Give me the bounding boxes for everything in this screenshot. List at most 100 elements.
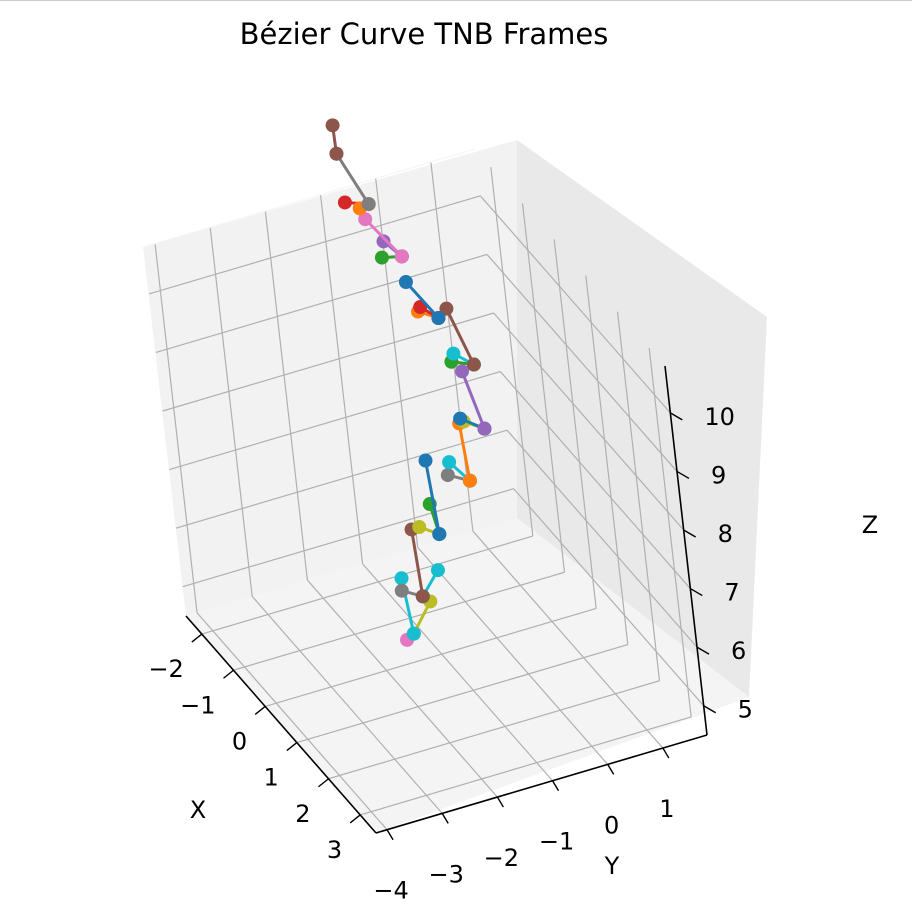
segment-end-point xyxy=(374,250,389,265)
frame-segment xyxy=(398,275,446,325)
y-tick-label: 0 xyxy=(604,811,619,839)
x-tick-label: 3 xyxy=(327,836,342,864)
data-marks xyxy=(325,118,492,647)
x-gridline-back xyxy=(521,203,566,573)
y-tick-label: −1 xyxy=(539,828,574,856)
segment-end-point xyxy=(412,519,427,534)
segment-line xyxy=(424,460,441,535)
y-gridline-side xyxy=(319,194,364,564)
segment-start-point xyxy=(477,421,492,436)
x-gridline-back xyxy=(585,275,629,645)
z-tick xyxy=(683,529,697,538)
figure-top-border xyxy=(0,0,912,1)
segment-start-point xyxy=(415,589,430,604)
y-gridline-floor xyxy=(472,530,664,749)
x-gridline-back xyxy=(648,347,692,717)
y-gridline-floor xyxy=(306,579,498,798)
z-tick xyxy=(676,470,690,480)
segment-start-point xyxy=(466,357,481,372)
y-tick xyxy=(607,764,615,775)
z-axis-label: Z xyxy=(862,511,878,539)
x-tick-label: −2 xyxy=(148,655,183,683)
segment-end-point xyxy=(398,275,413,290)
segment-line xyxy=(404,280,440,319)
y-tick xyxy=(386,829,394,841)
y-axis-label: Y xyxy=(604,852,620,880)
x-tick xyxy=(191,633,203,643)
z-tick xyxy=(689,587,703,597)
z-gridline-back xyxy=(486,254,678,472)
x-gridline-floor xyxy=(201,535,534,635)
axes-grid xyxy=(149,161,705,831)
y-gridline-floor xyxy=(417,547,609,765)
segment-end-point xyxy=(446,346,461,361)
z-tick-label: 10 xyxy=(704,403,735,431)
frame-segment xyxy=(358,212,409,264)
z-tick xyxy=(703,705,717,714)
segment-end-point xyxy=(430,563,445,578)
frame-segment xyxy=(325,118,344,161)
segment-line xyxy=(445,308,476,366)
x-gridline-floor xyxy=(233,571,565,671)
segment-end-point xyxy=(453,411,468,426)
x-gridline-back xyxy=(490,167,534,537)
pane-edge xyxy=(143,148,476,248)
y-tick-label: 1 xyxy=(659,795,674,823)
z-gridline-back xyxy=(506,429,698,648)
x-tick-label: 2 xyxy=(295,800,310,828)
segment-start-point xyxy=(432,527,447,542)
segment-end-point xyxy=(325,118,340,133)
z-gridline-back xyxy=(513,488,705,707)
segment-end-point xyxy=(455,364,470,379)
z-tick xyxy=(669,412,683,421)
segment-start-point xyxy=(361,197,376,212)
segment-line xyxy=(457,423,472,481)
x-tick-label: −1 xyxy=(180,691,215,719)
y-gridline-side xyxy=(264,210,308,581)
y-tick-label: −3 xyxy=(429,860,464,888)
x-gridline-floor xyxy=(264,607,597,707)
segment-line xyxy=(364,218,403,258)
x-axis-label: X xyxy=(190,796,206,824)
y-axis-line xyxy=(375,734,708,834)
segment-end-point xyxy=(394,571,409,586)
segment-end-point xyxy=(439,301,454,316)
x-tick xyxy=(254,705,266,715)
y-gridline-side xyxy=(209,227,253,597)
segment-start-point xyxy=(406,626,421,641)
y-gridline-floor xyxy=(251,596,443,814)
y-tick xyxy=(662,747,670,759)
x-gridline-back xyxy=(553,239,597,609)
z-tick-label: 6 xyxy=(731,637,746,665)
segment-start-point xyxy=(462,473,477,488)
x-tick-label: 0 xyxy=(232,727,247,755)
frame-segment xyxy=(439,301,481,372)
y-gridline-side xyxy=(430,161,474,532)
x-tick xyxy=(349,814,361,824)
segment-end-point xyxy=(394,583,409,598)
z-tick-label: 5 xyxy=(738,696,753,724)
z-gridline-side xyxy=(175,429,508,529)
z-gridline-side xyxy=(149,195,481,295)
x-gridline-floor xyxy=(359,716,692,816)
z-tick-label: 7 xyxy=(724,579,739,607)
segment-start-point xyxy=(394,249,409,264)
z-tick-label: 9 xyxy=(711,461,726,489)
segment-start-point xyxy=(431,310,446,325)
x-gridline-floor xyxy=(328,680,660,780)
z-gridline-side xyxy=(155,253,488,354)
z-gridline-side xyxy=(182,488,514,588)
x-tick xyxy=(223,669,234,679)
pane-left xyxy=(143,140,517,616)
segment-line xyxy=(335,152,370,205)
frame-segment xyxy=(418,453,447,542)
segment-end-point xyxy=(337,195,352,210)
segment-end-point xyxy=(418,453,433,468)
z-gridline-side xyxy=(162,312,494,412)
y-gridline-floor xyxy=(196,612,388,831)
z-gridline-back xyxy=(493,312,685,531)
segment-end-point xyxy=(358,212,373,227)
y-tick-label: −2 xyxy=(484,844,519,872)
